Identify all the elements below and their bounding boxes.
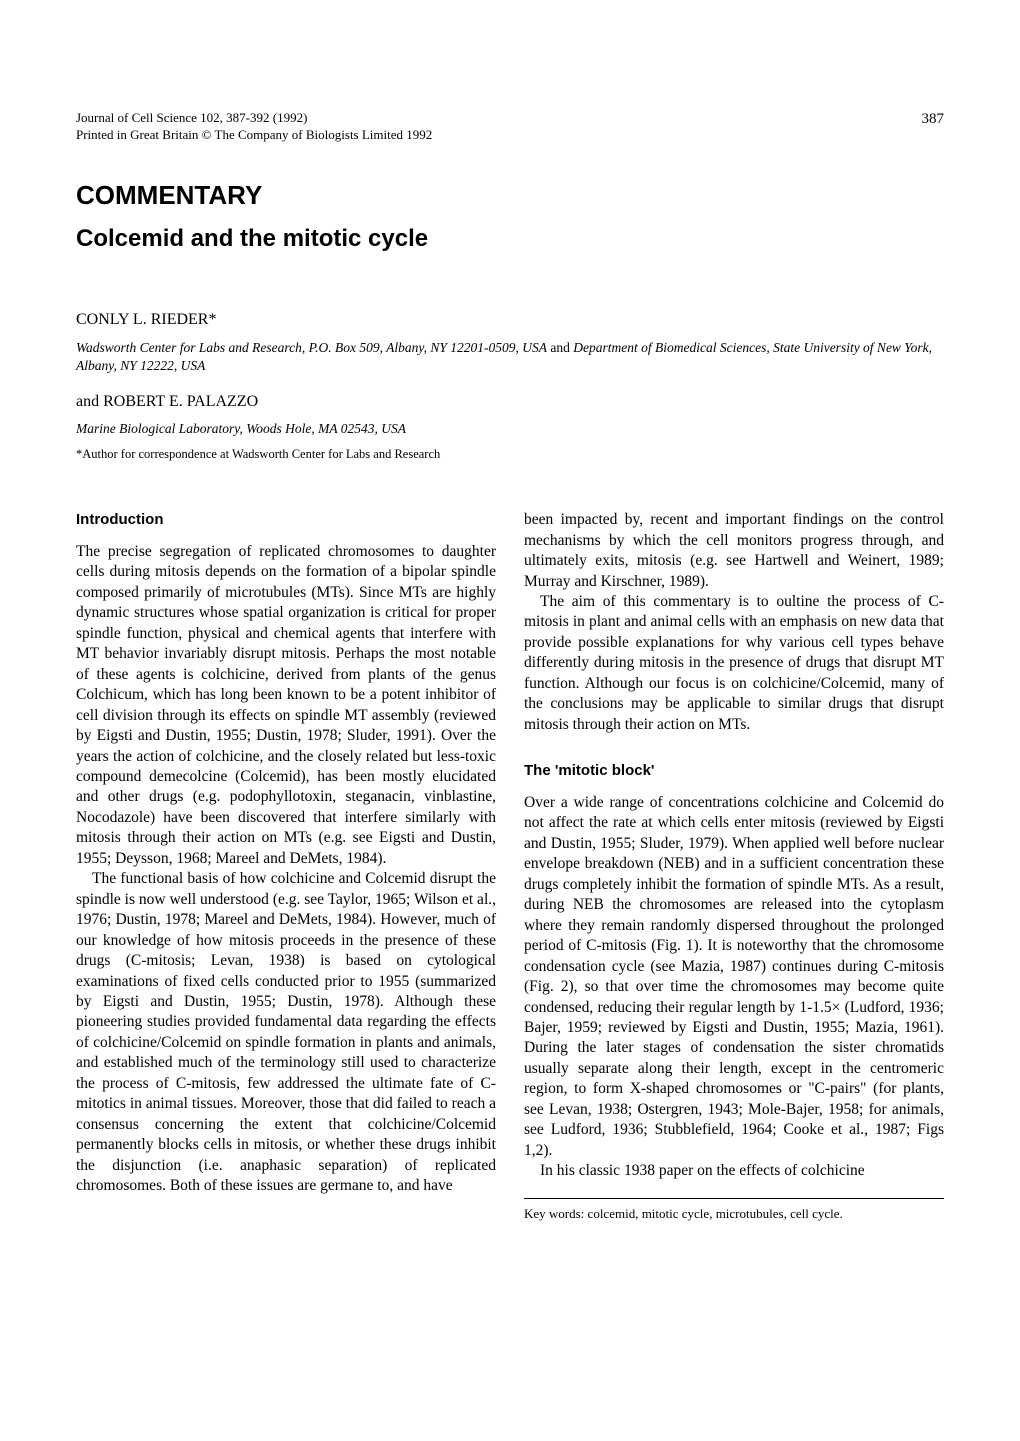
author-2: and ROBERT E. PALAZZO (76, 393, 944, 411)
block-para-1: Over a wide range of concentrations colc… (524, 793, 944, 1161)
journal-line-1: Journal of Cell Science 102, 387-392 (19… (76, 110, 944, 127)
body-columns: Introduction The precise segregation of … (76, 510, 944, 1222)
intro-para-1: The precise segregation of replicated ch… (76, 542, 496, 869)
section-head-introduction: Introduction (76, 510, 496, 530)
affiliation-2: Marine Biological Laboratory, Woods Hole… (76, 421, 944, 437)
article-type: COMMENTARY (76, 180, 944, 211)
column-right: been impacted by, recent and important f… (524, 510, 944, 1222)
article-title: Colcemid and the mitotic cycle (76, 225, 944, 253)
col2-para-2: The aim of this commentary is to oultine… (524, 592, 944, 735)
author-1: CONLY L. RIEDER* (76, 311, 944, 329)
journal-header: Journal of Cell Science 102, 387-392 (19… (76, 110, 944, 144)
col2-para-1: been impacted by, recent and important f… (524, 510, 944, 592)
aff1-join: and (547, 340, 573, 355)
paper-page: Journal of Cell Science 102, 387-392 (19… (0, 0, 1020, 1282)
block-para-2: In his classic 1938 paper on the effects… (524, 1161, 944, 1181)
aff1-part-a: Wadsworth Center for Labs and Research, … (76, 340, 547, 355)
page-number: 387 (922, 110, 945, 130)
correspondence-note: *Author for correspondence at Wadsworth … (76, 447, 944, 462)
intro-para-2: The functional basis of how colchicine a… (76, 869, 496, 1196)
keywords-line: Key words: colcemid, mitotic cycle, micr… (524, 1198, 944, 1222)
journal-line-2: Printed in Great Britain © The Company o… (76, 127, 944, 144)
section-head-mitotic-block: The 'mitotic block' (524, 761, 944, 781)
affiliation-1: Wadsworth Center for Labs and Research, … (76, 339, 944, 375)
column-left: Introduction The precise segregation of … (76, 510, 496, 1222)
